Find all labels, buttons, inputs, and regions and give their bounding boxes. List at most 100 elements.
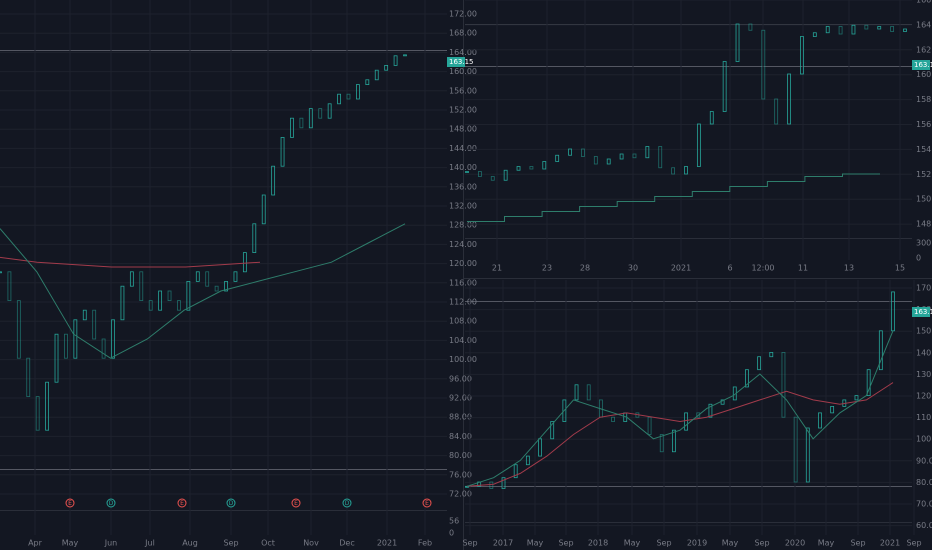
candle <box>513 464 518 479</box>
y-axis-label: 96.00 <box>449 374 472 383</box>
y-axis-label: 152.00 <box>449 106 477 115</box>
candle <box>403 54 407 57</box>
candle <box>800 36 804 75</box>
candle <box>195 271 200 282</box>
moving-average <box>0 223 406 359</box>
x-axis-label: 2021 <box>671 264 691 273</box>
candle <box>659 434 664 453</box>
x-axis-label: Nov <box>303 539 319 548</box>
candle <box>490 176 495 181</box>
y-axis-label: 128.00 <box>449 221 477 230</box>
x-axis-label: Sep <box>906 539 921 548</box>
candle <box>45 381 49 431</box>
x-axis-label: May <box>527 539 544 548</box>
y-axis-label: 164.00 <box>916 20 932 29</box>
candle <box>722 61 727 112</box>
candle <box>318 108 323 119</box>
event-label: E <box>294 500 298 507</box>
x-axis-label: May <box>624 539 641 548</box>
y-axis-label: 136.00 <box>449 182 477 191</box>
y-axis-label: 164.00 <box>449 48 477 57</box>
candle <box>299 117 304 129</box>
x-axis-label: Dec <box>339 539 354 548</box>
event-marker <box>422 498 432 508</box>
candle <box>205 271 210 287</box>
y-axis-label: 120.00 <box>916 392 932 401</box>
y-axis-label: 140.00 <box>449 163 477 172</box>
candle <box>501 477 506 489</box>
candle <box>214 285 219 292</box>
candle <box>812 32 817 37</box>
candle <box>503 169 508 181</box>
candle <box>757 356 762 371</box>
candle <box>346 93 351 100</box>
price-tag-bg <box>912 60 930 70</box>
y-axis-label: 120.00 <box>449 259 477 268</box>
candle <box>516 166 521 171</box>
candle <box>290 117 294 138</box>
candle <box>658 146 663 169</box>
y-axis-label: 76.00 <box>449 470 472 479</box>
x-axis-label: Sep <box>656 539 671 548</box>
candle <box>529 166 534 170</box>
y-axis-label: 140.00 <box>916 348 932 357</box>
y-axis-label: 160.00 <box>449 67 477 76</box>
x-axis-label: Oct <box>261 539 275 548</box>
x-axis-label: Sep <box>462 539 477 548</box>
candle <box>82 309 87 321</box>
candle <box>830 405 835 414</box>
x-axis-label: 6 <box>727 264 732 273</box>
candle <box>781 351 786 418</box>
candle <box>111 319 115 359</box>
event-marker <box>342 498 352 508</box>
y-axis-label: 88.00 <box>449 413 472 422</box>
candle <box>708 403 713 418</box>
candle <box>574 384 579 401</box>
y-axis-label: 116.00 <box>449 278 477 287</box>
y-axis-label: 100.00 <box>449 355 477 364</box>
candle <box>120 285 125 321</box>
y-axis-label: 92.00 <box>449 394 472 403</box>
candle <box>542 161 547 170</box>
x-axis-label: 30 <box>628 264 638 273</box>
candle <box>465 485 469 488</box>
x-axis-label: 2017 <box>493 539 513 548</box>
price-tag: 163.15 <box>914 61 932 69</box>
x-axis-label: 2021 <box>377 539 397 548</box>
event-label: E <box>68 500 72 507</box>
candle <box>735 23 740 62</box>
y-axis-label: 104.00 <box>449 336 477 345</box>
candle <box>568 148 572 156</box>
event-label: D <box>345 500 350 507</box>
candle <box>632 153 637 159</box>
candle <box>593 156 598 165</box>
y-axis-label: 112.00 <box>449 298 477 307</box>
candle <box>101 338 106 359</box>
x-axis-label: 2021 <box>880 539 900 548</box>
candle <box>280 136 285 167</box>
event-label: D <box>229 500 234 507</box>
candle <box>586 384 591 401</box>
candle <box>374 69 379 81</box>
candle <box>489 481 494 489</box>
candle <box>16 300 21 359</box>
candle <box>337 93 341 105</box>
step-line <box>467 173 880 222</box>
candle <box>696 123 701 167</box>
candle <box>619 153 624 160</box>
x-axis-label: May <box>722 539 739 548</box>
event-marker <box>291 498 301 508</box>
x-axis-label: May <box>818 539 835 548</box>
y-axis-label: 130.00 <box>916 370 932 379</box>
x-axis-label: Jun <box>104 539 118 548</box>
moving-average <box>466 330 894 487</box>
candle <box>866 369 871 396</box>
candle <box>525 455 530 466</box>
candle <box>684 412 688 431</box>
candle <box>538 438 542 457</box>
x-axis-label: 28 <box>580 264 590 273</box>
candle <box>158 290 163 311</box>
candle <box>186 280 191 311</box>
candle <box>129 271 134 287</box>
candle <box>805 427 810 483</box>
